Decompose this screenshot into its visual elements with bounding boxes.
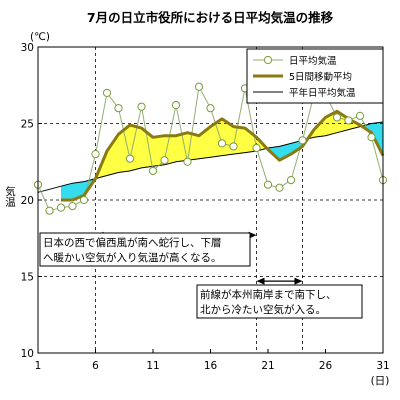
- y-tick-label: 15: [21, 272, 34, 284]
- x-tick-label: 11: [146, 360, 159, 372]
- daily-mean-point: [45, 206, 54, 215]
- below-normal-fill: [361, 122, 383, 156]
- legend-label: 日平均気温: [289, 55, 337, 67]
- annotation-layer: 日本の西で偏西風が南へ蛇行し、下層へ暖かい空気が入り気温が高くなる。前線が本州南…: [39, 231, 363, 319]
- annotation-arrow-2-head-right: [294, 277, 303, 285]
- y-tick-label: 25: [21, 119, 34, 131]
- x-tick-label: 26: [319, 360, 333, 372]
- x-unit-label: (日): [371, 375, 390, 387]
- daily-mean-point: [79, 195, 89, 205]
- daily-mean-point: [102, 88, 112, 98]
- x-tick-label: 1: [35, 360, 42, 372]
- daily-mean-point: [160, 156, 169, 165]
- daily-mean-point: [286, 176, 296, 185]
- daily-mean-point: [263, 180, 273, 189]
- moving-average-line: [61, 109, 385, 202]
- annotation-text-2: 北から冷たい空気が入る。: [200, 303, 326, 316]
- daily-mean-point: [91, 150, 100, 159]
- daily-mean-point: [183, 157, 192, 166]
- daily-mean-point: [114, 104, 123, 113]
- y-unit-label: (℃): [30, 31, 50, 43]
- chart-title: 7月の日立市役所における日平均気温の推移: [87, 10, 334, 25]
- annotation-text-2: 前線が本州南岸まで南下し、: [200, 288, 337, 301]
- annotation-arrow-2-head-left: [256, 277, 265, 285]
- daily-mean-point: [56, 203, 66, 212]
- daily-mean-point: [194, 82, 204, 91]
- legend-label: 5日間移動平均: [289, 71, 352, 83]
- daily-mean-point: [148, 166, 158, 176]
- daily-mean-point: [217, 139, 227, 148]
- legend-label: 平年日平均気温: [289, 87, 356, 99]
- daily-mean-point: [229, 142, 238, 151]
- above-normal-fill: [95, 118, 267, 179]
- x-tick-label: 16: [204, 360, 218, 372]
- daily-mean-point: [252, 143, 261, 153]
- daily-mean-point: [344, 116, 353, 125]
- annotation-box-1: [39, 232, 251, 267]
- daily-mean-point: [68, 202, 77, 211]
- daily-mean-point: [332, 113, 342, 122]
- daily-mean-point: [275, 183, 284, 192]
- x-tick-label: 31: [376, 360, 389, 372]
- y-axis-label: 気温: [4, 185, 16, 207]
- y-tick-label: 30: [21, 42, 34, 54]
- fill-layer: [61, 111, 383, 200]
- daily-mean-point: [206, 104, 215, 113]
- daily-mean-point: [137, 102, 146, 111]
- daily-mean-point: [171, 101, 181, 110]
- annotation-text-1: 日本の西で偏西風が南へ蛇行し、下層: [43, 236, 222, 249]
- daily-mean-point: [355, 111, 365, 120]
- legend-marker-daily-mean: [263, 55, 273, 65]
- below-normal-fill: [266, 139, 308, 161]
- x-tick-label: 6: [92, 360, 99, 372]
- y-tick-label: 10: [21, 348, 34, 360]
- daily-mean-point: [298, 136, 307, 145]
- above-normal-fill: [307, 111, 362, 139]
- daily-mean-point: [125, 154, 135, 163]
- daily-mean-point: [367, 133, 376, 142]
- x-tick-label: 21: [261, 360, 274, 372]
- annotation-text-1: へ暖かい空気が入り気温が高くなる。: [43, 251, 222, 264]
- y-tick-label: 20: [21, 195, 34, 207]
- annotation-box-2: [196, 284, 363, 319]
